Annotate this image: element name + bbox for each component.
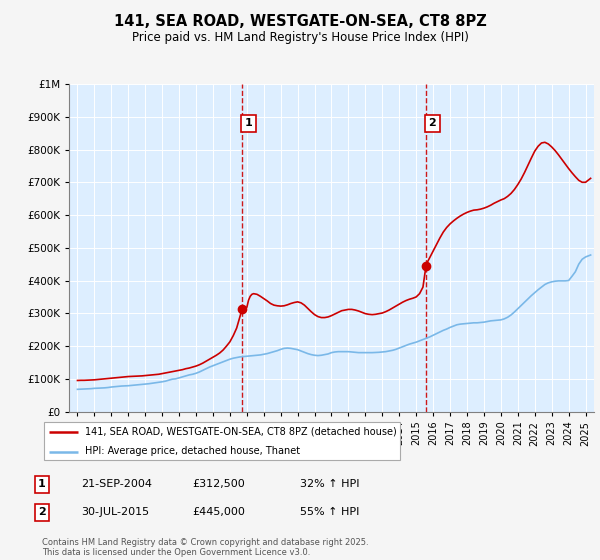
Text: 2: 2 (428, 118, 436, 128)
Text: 21-SEP-2004: 21-SEP-2004 (81, 479, 152, 489)
Text: 1: 1 (245, 118, 253, 128)
FancyBboxPatch shape (44, 422, 400, 460)
Text: 141, SEA ROAD, WESTGATE-ON-SEA, CT8 8PZ (detached house): 141, SEA ROAD, WESTGATE-ON-SEA, CT8 8PZ … (85, 427, 397, 437)
Text: £445,000: £445,000 (192, 507, 245, 517)
Text: Contains HM Land Registry data © Crown copyright and database right 2025.
This d: Contains HM Land Registry data © Crown c… (42, 538, 368, 557)
Text: 1: 1 (38, 479, 46, 489)
Text: 141, SEA ROAD, WESTGATE-ON-SEA, CT8 8PZ: 141, SEA ROAD, WESTGATE-ON-SEA, CT8 8PZ (113, 14, 487, 29)
Text: 32% ↑ HPI: 32% ↑ HPI (300, 479, 359, 489)
Text: 30-JUL-2015: 30-JUL-2015 (81, 507, 149, 517)
Text: Price paid vs. HM Land Registry's House Price Index (HPI): Price paid vs. HM Land Registry's House … (131, 31, 469, 44)
Text: 2: 2 (38, 507, 46, 517)
Text: HPI: Average price, detached house, Thanet: HPI: Average price, detached house, Than… (85, 446, 301, 456)
Text: 55% ↑ HPI: 55% ↑ HPI (300, 507, 359, 517)
Text: £312,500: £312,500 (192, 479, 245, 489)
